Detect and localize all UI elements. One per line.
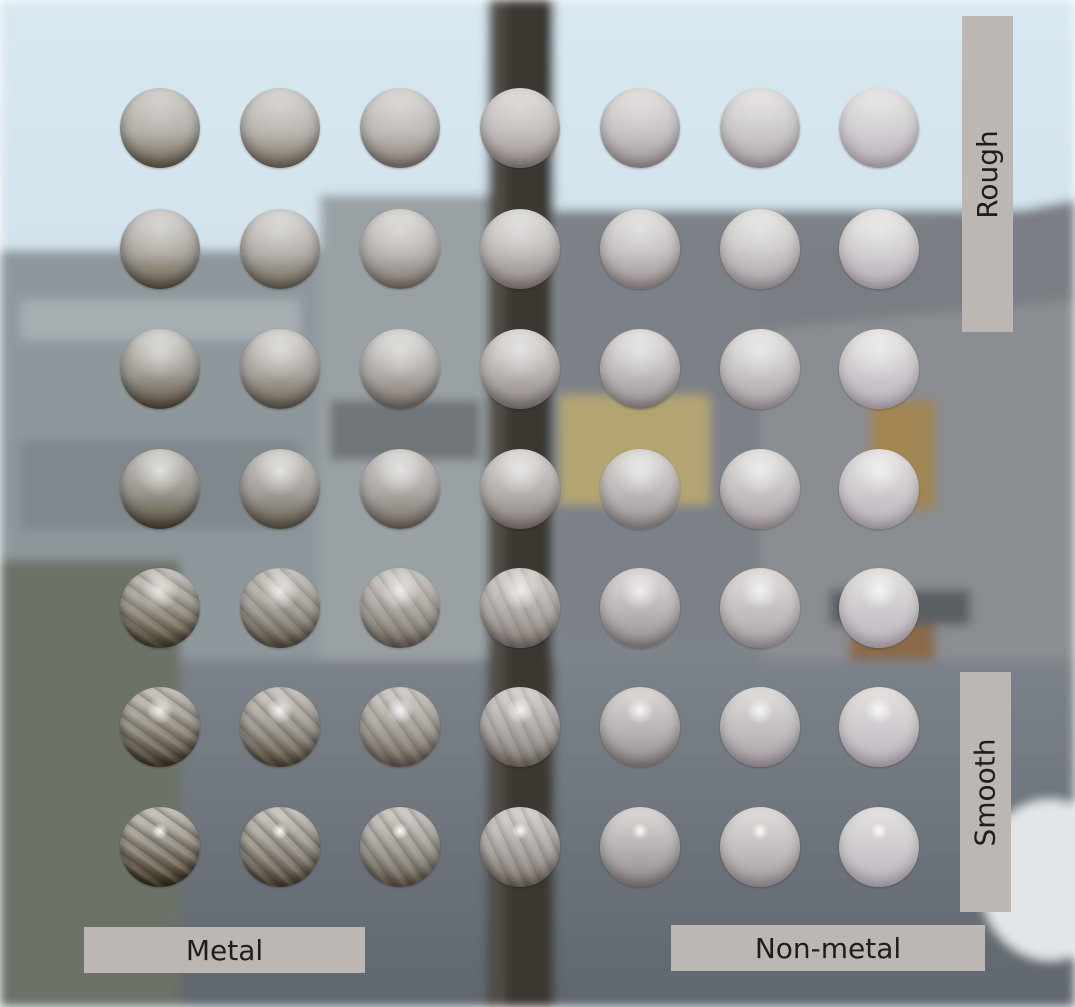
material-sphere bbox=[839, 807, 919, 887]
material-sphere bbox=[360, 209, 440, 289]
material-sphere bbox=[839, 449, 919, 529]
non-metal-label-text: Non-metal bbox=[754, 931, 902, 965]
material-sphere bbox=[120, 329, 200, 409]
material-sphere bbox=[720, 807, 800, 887]
rough-label-text: Rough bbox=[971, 129, 1004, 219]
material-sphere bbox=[480, 687, 560, 767]
material-sphere bbox=[720, 449, 800, 529]
material-sphere bbox=[480, 329, 560, 409]
material-sphere bbox=[120, 449, 200, 529]
metal-label-text: Metal bbox=[185, 933, 264, 967]
material-sphere bbox=[240, 449, 320, 529]
material-sphere bbox=[720, 329, 800, 409]
material-sphere bbox=[120, 568, 200, 648]
material-sphere bbox=[360, 449, 440, 529]
material-sphere bbox=[480, 449, 560, 529]
material-sphere bbox=[120, 687, 200, 767]
material-sphere bbox=[600, 568, 680, 648]
material-sphere bbox=[600, 88, 680, 168]
material-sphere bbox=[240, 687, 320, 767]
material-sphere bbox=[600, 329, 680, 409]
rough-label: Rough bbox=[962, 16, 1013, 332]
material-sphere bbox=[480, 568, 560, 648]
non-metal-label: Non-metal bbox=[671, 925, 985, 971]
material-sphere bbox=[240, 568, 320, 648]
metal-label: Metal bbox=[84, 927, 365, 973]
material-sphere bbox=[240, 329, 320, 409]
material-sphere bbox=[839, 88, 919, 168]
material-sphere bbox=[600, 687, 680, 767]
material-sphere bbox=[480, 807, 560, 887]
material-sphere bbox=[600, 807, 680, 887]
material-sphere bbox=[480, 88, 560, 168]
material-sphere bbox=[120, 209, 200, 289]
material-sphere bbox=[839, 687, 919, 767]
material-sphere bbox=[360, 807, 440, 887]
material-sphere bbox=[240, 88, 320, 168]
material-sphere bbox=[120, 88, 200, 168]
material-sphere bbox=[720, 687, 800, 767]
material-sphere bbox=[360, 329, 440, 409]
smooth-label: Smooth bbox=[960, 672, 1011, 912]
material-sphere bbox=[600, 449, 680, 529]
material-sphere bbox=[839, 209, 919, 289]
material-sphere bbox=[360, 88, 440, 168]
smooth-label-text: Smooth bbox=[969, 737, 1003, 847]
material-sphere bbox=[600, 209, 680, 289]
material-sphere bbox=[120, 807, 200, 887]
material-sphere bbox=[720, 209, 800, 289]
material-sphere bbox=[360, 687, 440, 767]
material-sphere bbox=[360, 568, 440, 648]
material-sphere bbox=[720, 88, 800, 168]
material-sphere bbox=[240, 209, 320, 289]
material-sphere bbox=[839, 568, 919, 648]
material-sphere bbox=[720, 568, 800, 648]
material-sphere bbox=[839, 329, 919, 409]
material-sphere bbox=[240, 807, 320, 887]
material-sphere bbox=[480, 209, 560, 289]
